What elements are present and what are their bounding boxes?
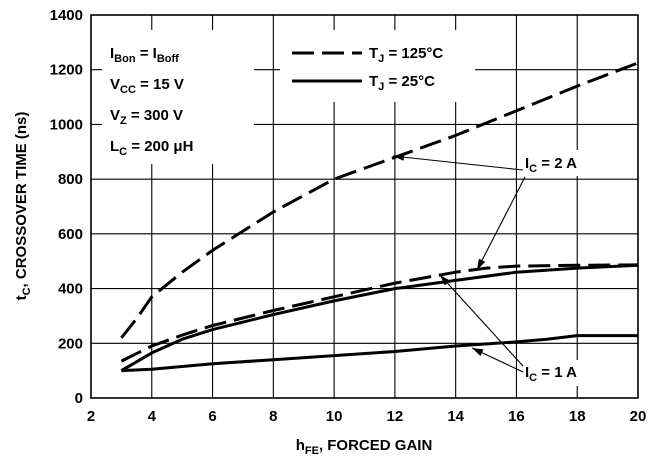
x-tick-label: 6: [208, 408, 216, 425]
y-tick-label: 200: [58, 335, 83, 352]
condition-text: VCC = 15 V: [110, 76, 184, 96]
y-tick-label: 1400: [50, 7, 83, 24]
plot-frame: [90, 14, 639, 399]
y-tick-label: 0: [75, 390, 83, 407]
x-tick-label: 2: [87, 408, 95, 425]
tick-labels: 2 4 6 8 10 12 14 16 18 20020040060080010001200140…: [50, 7, 647, 425]
condition-text: VZ = 300 V: [110, 107, 183, 127]
series-line-1-dashed: [120, 61, 639, 339]
arrow-head-icon: [472, 348, 484, 356]
x-tick-label: 4: [148, 408, 157, 425]
condition-text: LC = 200 μH: [110, 138, 193, 158]
x-tick-label: 20: [630, 408, 647, 425]
x-tick-label: 12: [387, 408, 404, 425]
annotation-leader: [392, 155, 524, 171]
legend-entry: TJ = 125°C: [369, 45, 443, 65]
annotation-bg: [521, 360, 607, 386]
y-tick-label: 400: [58, 281, 83, 298]
x-tick-label: 14: [447, 408, 464, 425]
legend-box: [280, 30, 475, 102]
y-axis-title: tC, CROSSOVER TIME (ns): [13, 112, 33, 301]
legend-entry: TJ = 25°C: [369, 73, 435, 93]
x-tick-label: 16: [508, 408, 525, 425]
x-tick-label: 10: [326, 408, 343, 425]
y-tick-label: 1000: [50, 116, 83, 133]
annotation-ic-2a: IC = 2 A: [525, 155, 577, 175]
text-boxes: IBon = IBoff VCC = 15 V VZ = 300 V LC = 200…: [102, 30, 475, 164]
series-line-2-dashed: [120, 263, 639, 363]
conditions-box: [102, 30, 254, 164]
annotation-leader: [439, 274, 524, 367]
y-tick-label: 600: [58, 226, 83, 243]
y-tick-label: 1200: [50, 62, 83, 79]
arrow-head-icon: [440, 275, 451, 286]
x-tick-label: 18: [569, 408, 586, 425]
axis-titles: hFE, FORCED GAIN tC, CROSSOVER TIME (ns): [13, 112, 432, 457]
annotation-bg: [521, 150, 607, 176]
series-line-4-solid: [121, 334, 638, 373]
condition-text: IBon = IBoff: [110, 45, 179, 65]
annotations: IC = 2 A IC = 1 A: [392, 150, 607, 386]
arrow-head-icon: [477, 258, 486, 270]
series-line-3-solid: [120, 263, 639, 372]
annotation-leader: [476, 176, 526, 271]
series-layer: [120, 61, 639, 373]
annotation-ic-1a: IC = 1 A: [525, 364, 577, 384]
x-tick-label: 8: [269, 408, 277, 425]
y-tick-label: 800: [58, 171, 83, 188]
x-axis-title: hFE, FORCED GAIN: [296, 437, 433, 457]
arrow-head-icon: [393, 153, 405, 161]
